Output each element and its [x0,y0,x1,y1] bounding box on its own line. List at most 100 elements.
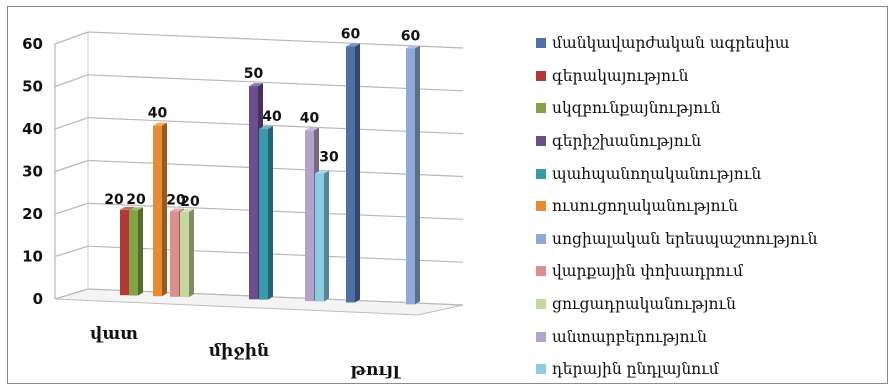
legend-label: վարքային փոխադրում [552,262,743,281]
data-label: 40 [148,106,168,122]
y-tick-label: 10 [22,248,43,266]
bar-top [259,126,273,130]
bar [153,125,162,297]
gridline [87,159,464,178]
legend-item: մանկավարժական ագրեսիա [536,27,817,60]
gridline-depth [54,117,89,130]
legend-swatch [536,266,546,277]
category-label: միջին [209,341,270,361]
bar-top [120,206,134,210]
legend-label: գերիշխանություն [552,132,702,151]
bar-top [129,207,143,211]
data-label: 20 [126,192,146,208]
gridline-depth [54,31,89,45]
bar [346,46,355,303]
bar [259,129,268,300]
bar [129,210,138,296]
bar [249,86,258,300]
bar-top [315,170,329,174]
bar-side [189,208,194,298]
legend-swatch [536,364,546,375]
bar [315,173,324,302]
data-label: 50 [244,66,264,82]
gridline [87,74,464,92]
gridline-depth [54,245,89,258]
legend-swatch [536,38,546,49]
legend-swatch [536,70,546,81]
legend-item: գերակայություն [536,60,817,93]
bar [170,211,179,297]
gridline [87,202,464,220]
bar-side [162,122,167,297]
legend-label: դերային ընդլայնում [552,360,719,379]
bar-top [170,208,184,212]
legend-swatch [536,168,546,179]
gridline [87,288,464,306]
data-label: 20 [104,192,124,208]
legend-label: ցուցադրականություն [552,295,736,314]
bar [120,209,129,296]
gridline [87,117,464,135]
legend-label: գերակայություն [552,66,689,85]
data-label: 20 [180,194,200,210]
bar [305,130,314,302]
y-tick-label: 30 [22,163,43,181]
legend-item: պահպանողականություն [536,157,817,190]
bar-top [406,45,420,49]
bar [406,48,415,305]
legend-item: դերային ընդլայնում [536,353,817,386]
bar-side [138,207,143,296]
data-label: 30 [319,149,339,165]
data-label: 60 [341,27,361,43]
legend-label: սկզբունքայնություն [552,99,721,118]
y-tick-label: 40 [22,120,43,138]
legend-swatch [536,299,546,310]
legend-label: ուսուցողականություն [552,197,738,216]
legend-swatch [536,201,546,212]
category-label: վատ [90,324,138,344]
bar-side [324,170,329,302]
bar-top [180,208,194,212]
chart-legend: մանկավարժական ագրեսիա գերակայություն սկզբո… [536,27,817,386]
y-tick-label: 50 [22,78,43,96]
category-label: թույլ [350,360,401,380]
bar-top [153,122,167,126]
bar-side [355,43,360,303]
y-tick-label: 20 [22,205,43,223]
chart-frame: 0 10 20 30 40 50 60 վատ միջին թույլ 20 20 40 20 20 50 40… [7,6,888,384]
legend-item: ուսուցողականություն [536,190,817,223]
bar-top [346,43,360,47]
legend-swatch [536,233,546,244]
y-tick-label: 60 [22,35,43,53]
bar [180,211,189,298]
y-tick-label: 0 [33,290,43,308]
legend-label: սոցիալական երեսպաշտություն [552,229,818,248]
legend-item: գերիշխանություն [536,125,817,158]
legend-label: անտարբերություն [552,327,707,346]
gridline-depth [54,74,89,88]
legend-item: սոցիալական երեսպաշտություն [536,223,817,256]
legend-swatch [536,331,546,342]
gridline-depth [54,159,89,173]
legend-swatch [536,103,546,114]
data-label: 20 [166,193,186,209]
legend-item: սկզբունքայնություն [536,92,817,125]
data-label: 40 [300,111,320,127]
gridline [87,31,464,49]
data-label: 60 [401,28,421,44]
bar-side [415,45,420,305]
gridline-depth [54,202,89,215]
bar-top [305,127,319,131]
legend-item: վարքային փոխադրում [536,255,817,288]
legend-item: անտարբերություն [536,320,817,353]
bar-top [249,83,263,87]
legend-label: մանկավարժական ագրեսիա [552,34,790,53]
gridline [87,245,464,263]
gridline-depth [54,288,89,300]
legend-swatch [536,136,546,147]
legend-label: պահպանողականություն [552,164,762,183]
data-label: 40 [262,109,282,125]
bar-side [268,126,273,300]
legend-item: ցուցադրականություն [536,288,817,321]
